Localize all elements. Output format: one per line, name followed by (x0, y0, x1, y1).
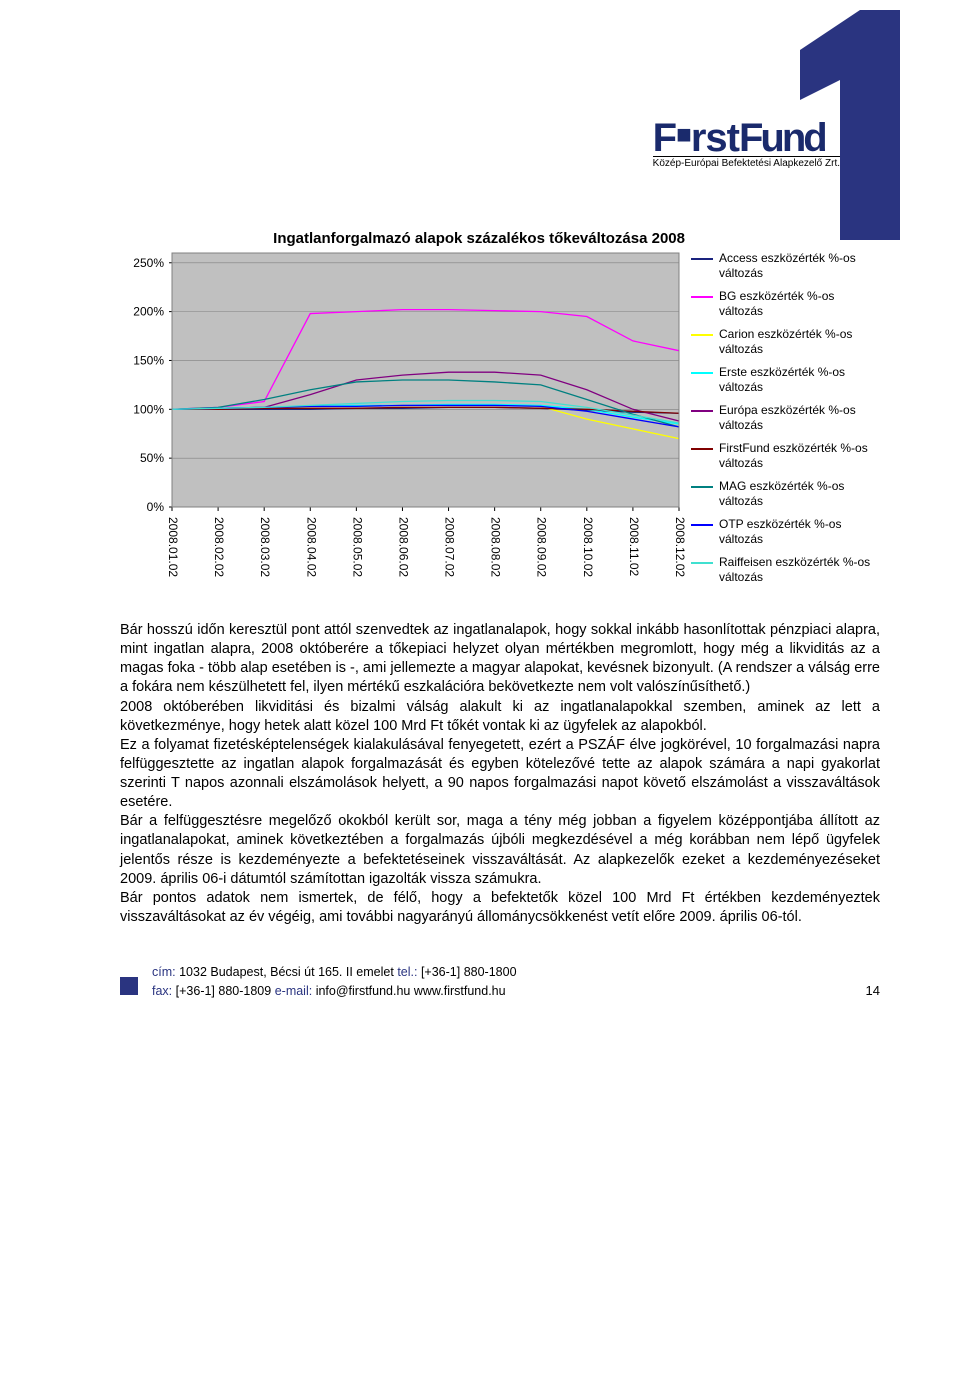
body-text: Bár hosszú időn keresztül pont attól sze… (120, 621, 880, 927)
footer-value: info@firstfund.hu (316, 984, 411, 998)
svg-text:2008.07.02: 2008.07.02 (443, 517, 457, 577)
paragraph: Bár a felfüggesztésre megelőző okokból k… (120, 812, 880, 889)
svg-text:50%: 50% (140, 451, 164, 465)
paragraph: Ez a folyamat fizetésképtelenségek kiala… (120, 736, 880, 813)
legend-label: Access eszközérték %-os változás (719, 251, 880, 281)
legend-swatch (691, 258, 713, 260)
legend-label: Raiffeisen eszközérték %-os változás (719, 555, 880, 585)
footer-square-icon (120, 977, 138, 995)
svg-text:2008.01.02: 2008.01.02 (166, 517, 180, 577)
chart-section: Ingatlanforgalmazó alapok százalékos tők… (120, 230, 880, 593)
svg-text:2008.06.02: 2008.06.02 (396, 517, 410, 577)
brand-logo: F■rstFund Közép-Európai Befektetési Alap… (653, 120, 840, 169)
legend-item: Erste eszközérték %-os változás (691, 365, 880, 395)
page-header: F■rstFund Közép-Európai Befektetési Alap… (120, 40, 880, 210)
legend-swatch (691, 448, 713, 450)
footer-label: tel.: (397, 965, 417, 979)
legend-swatch (691, 296, 713, 298)
paragraph: Bár hosszú időn keresztül pont attól sze… (120, 621, 880, 698)
legend-item: OTP eszközérték %-os változás (691, 517, 880, 547)
footer-label: e-mail: (275, 984, 313, 998)
footer-value: www.firstfund.hu (414, 984, 506, 998)
legend-swatch (691, 372, 713, 374)
footer-label: fax: (152, 984, 172, 998)
legend-swatch (691, 334, 713, 336)
svg-text:2008.04.02: 2008.04.02 (304, 517, 318, 577)
legend-swatch (691, 486, 713, 488)
footer-label: cím: (152, 965, 176, 979)
svg-text:2008.11.02: 2008.11.02 (627, 517, 641, 576)
legend-item: Raiffeisen eszközérték %-os változás (691, 555, 880, 585)
legend-label: BG eszközérték %-os változás (719, 289, 880, 319)
legend-item: FirstFund eszközérték %-os változás (691, 441, 880, 471)
svg-text:0%: 0% (147, 500, 165, 514)
legend-label: MAG eszközérték %-os változás (719, 479, 880, 509)
paragraph: 2008 októberében likviditási és bizalmi … (120, 698, 880, 736)
svg-text:100%: 100% (133, 402, 164, 416)
footer-value: [+36-1] 880-1809 (176, 984, 272, 998)
legend-item: Európa eszközérték %-os változás (691, 403, 880, 433)
legend-item: Access eszközérték %-os változás (691, 251, 880, 281)
footer-value: [+36-1] 880-1800 (421, 965, 517, 979)
legend-item: Carion eszközérték %-os változás (691, 327, 880, 357)
legend-label: OTP eszközérték %-os változás (719, 517, 880, 547)
legend-swatch (691, 562, 713, 564)
chart-canvas: 0% 50% 100% 150% 200% 250% 2008.01.02 2008.02.0… (120, 249, 685, 593)
svg-text:150%: 150% (133, 353, 164, 367)
svg-text:2008.08.02: 2008.08.02 (489, 517, 503, 577)
page-footer: cím: 1032 Budapest, Bécsi út 165. II eme… (120, 963, 880, 1001)
footer-contact: cím: 1032 Budapest, Bécsi út 165. II eme… (152, 963, 846, 1001)
footer-value: 1032 Budapest, Bécsi út 165. II emelet (179, 965, 394, 979)
legend-label: Carion eszközérték %-os változás (719, 327, 880, 357)
svg-text:2008.03.02: 2008.03.02 (258, 517, 272, 577)
svg-text:2008.10.02: 2008.10.02 (581, 517, 595, 577)
svg-text:250%: 250% (133, 256, 164, 270)
page-number: 14 (866, 983, 880, 998)
legend-item: MAG eszközérték %-os változás (691, 479, 880, 509)
legend-swatch (691, 524, 713, 526)
svg-text:2008.09.02: 2008.09.02 (535, 517, 549, 577)
paragraph: Bár pontos adatok nem ismertek, de félő,… (120, 889, 880, 927)
legend-swatch (691, 410, 713, 412)
svg-text:2008.05.02: 2008.05.02 (350, 517, 364, 577)
brand-logo-main: F■rstFund (653, 120, 840, 156)
brand-logo-sub: Közép-Európai Befektetési Alapkezelő Zrt… (653, 156, 840, 169)
svg-text:200%: 200% (133, 305, 164, 319)
legend-label: Erste eszközérték %-os változás (719, 365, 880, 395)
legend-label: FirstFund eszközérték %-os változás (719, 441, 880, 471)
legend-item: BG eszközérték %-os változás (691, 289, 880, 319)
svg-text:2008.12.02: 2008.12.02 (673, 517, 685, 577)
legend-label: Európa eszközérték %-os változás (719, 403, 880, 433)
svg-text:2008.02.02: 2008.02.02 (212, 517, 226, 577)
chart-legend: Access eszközérték %-os változás BG eszkö… (685, 249, 880, 593)
